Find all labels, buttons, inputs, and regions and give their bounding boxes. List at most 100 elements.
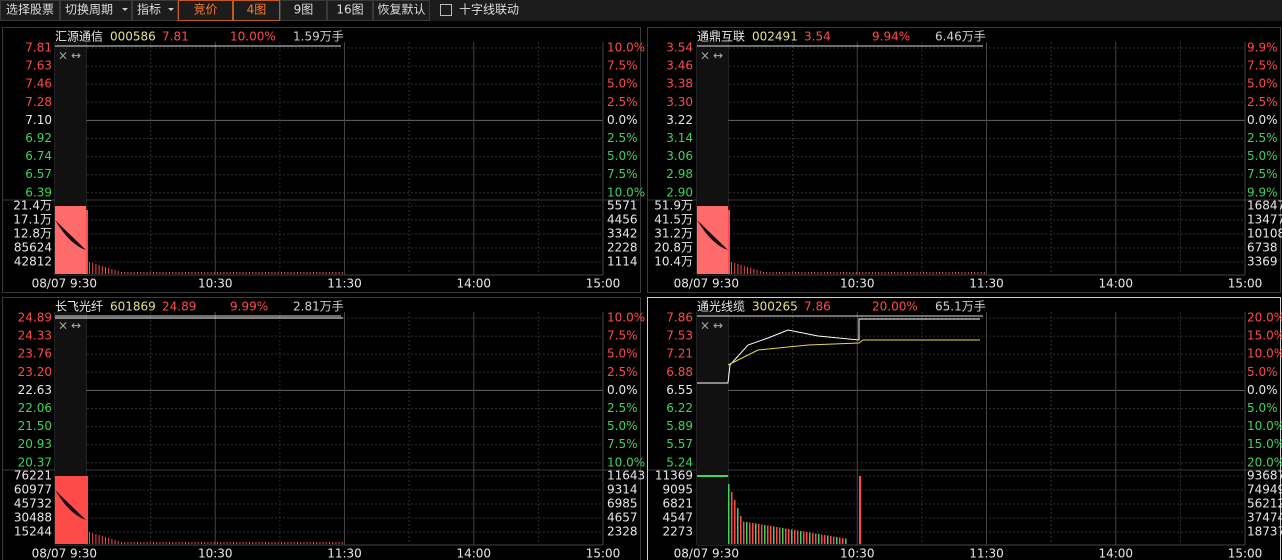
- toolbar-button-label[interactable]: 指标: [137, 2, 161, 17]
- percent-label: 0.0%: [1247, 383, 1278, 397]
- volume-bar: [156, 542, 158, 544]
- price-label: 6.39: [25, 185, 52, 199]
- volume-bar: [306, 272, 308, 274]
- volume-label: 56212: [1247, 497, 1282, 511]
- toolbar-button[interactable]: [0, 0, 60, 21]
- volume-bar: [265, 542, 266, 544]
- toolbar-button[interactable]: [233, 0, 280, 21]
- volume-bar: [836, 537, 838, 544]
- volume-label: 60977: [14, 483, 52, 497]
- toolbar-button[interactable]: [178, 0, 233, 21]
- volume-bar: [830, 272, 832, 274]
- volume-bar: [809, 532, 811, 544]
- resize-icon: ↔: [71, 319, 81, 333]
- percent-label: 10.0%: [607, 185, 645, 199]
- checkbox-label[interactable]: 十字线联动: [459, 2, 519, 17]
- price-label: 7.53: [666, 329, 693, 343]
- volume-label: 76221: [14, 469, 52, 483]
- volume-bar: [271, 542, 273, 544]
- volume-bar: [236, 272, 238, 274]
- toolbar-button-label[interactable]: 选择股票: [6, 3, 54, 17]
- price-label: 7.81: [25, 41, 52, 55]
- volume-bar: [89, 262, 90, 274]
- volume-bar: [261, 272, 263, 274]
- volume-bar: [226, 272, 228, 274]
- volume-label: 4657: [607, 511, 638, 525]
- volume-bar: [293, 542, 295, 544]
- volume-bar: [98, 535, 100, 544]
- volume-bar: [217, 272, 218, 274]
- volume-bar: [824, 535, 826, 544]
- volume-bar: [165, 272, 167, 274]
- volume-bar: [743, 266, 745, 274]
- volume-label: 3369: [1247, 255, 1278, 269]
- volume-bar: [191, 272, 193, 274]
- volume-bar: [897, 272, 899, 274]
- time-label: 14:00: [1098, 547, 1133, 560]
- stock-change: 10.00%: [230, 30, 276, 44]
- volume-bar: [812, 533, 814, 544]
- price-label: 3.30: [666, 95, 693, 109]
- percent-label: 7.5%: [1247, 59, 1278, 73]
- volume-bar: [133, 272, 135, 274]
- toolbar-button-label[interactable]: 竞价: [193, 3, 217, 17]
- volume-bar: [223, 272, 225, 274]
- volume-bar: [731, 262, 732, 274]
- toolbar-button[interactable]: [327, 0, 373, 21]
- volume-bar: [958, 272, 960, 274]
- volume-bar: [746, 522, 748, 544]
- checkbox[interactable]: [440, 4, 452, 16]
- toolbar-button[interactable]: [280, 0, 327, 21]
- volume-bar: [309, 272, 311, 274]
- percent-label: 2.5%: [1247, 131, 1278, 145]
- stock-code: 300265: [752, 300, 798, 314]
- time-label: 10:30: [198, 547, 233, 560]
- volume-bar: [204, 542, 206, 544]
- volume-bar: [836, 272, 838, 274]
- volume-bar: [929, 272, 931, 274]
- volume-bar: [255, 272, 257, 274]
- volume-label: 11643: [607, 469, 645, 483]
- toolbar-button-label[interactable]: 切换周期: [65, 3, 113, 17]
- price-line: [697, 318, 980, 384]
- price-label: 6.22: [666, 401, 693, 415]
- toolbar-button[interactable]: [132, 0, 178, 21]
- volume-bar: [862, 272, 864, 274]
- volume-bar: [146, 272, 148, 274]
- toolbar-button-label[interactable]: 恢复默认: [377, 2, 425, 17]
- volume-bar: [236, 542, 238, 544]
- volume-bar: [852, 272, 854, 274]
- stock-volume: 6.46万手: [935, 30, 986, 44]
- volume-bar: [325, 272, 327, 274]
- volume-bar: [335, 542, 337, 544]
- volume-bar: [868, 272, 870, 274]
- volume-bar: [153, 272, 154, 274]
- toolbar-button-label[interactable]: 9图: [294, 3, 314, 17]
- toolbar-button[interactable]: [60, 0, 132, 21]
- toolbar-button-label[interactable]: 16图: [336, 3, 363, 17]
- volume-bar: [335, 272, 337, 274]
- volume-bar: [794, 530, 796, 544]
- time-label: 14:00: [456, 277, 491, 291]
- toolbar-button-label[interactable]: 4图: [247, 3, 267, 17]
- volume-bar: [779, 527, 781, 544]
- volume-bar: [297, 272, 298, 274]
- volume-bar: [916, 272, 918, 274]
- toolbar-button[interactable]: [373, 0, 430, 21]
- time-label: 08/07 9:30: [674, 547, 739, 560]
- volume-bar: [875, 272, 876, 274]
- volume-label: 20.8万: [654, 241, 693, 255]
- volume-bar: [194, 272, 196, 274]
- volume-bar: [178, 542, 180, 544]
- volume-label: 16847: [1247, 199, 1282, 213]
- volume-bar: [185, 272, 186, 274]
- price-label: 23.20: [18, 365, 52, 379]
- close-icon: ×: [58, 49, 68, 63]
- volume-bar: [188, 272, 190, 274]
- time-label: 10:30: [840, 547, 875, 560]
- stock-price: 24.89: [162, 300, 196, 314]
- volume-bar: [137, 542, 138, 544]
- percent-label: 5.0%: [607, 347, 638, 361]
- price-label: 3.14: [666, 131, 693, 145]
- volume-bar: [773, 526, 775, 544]
